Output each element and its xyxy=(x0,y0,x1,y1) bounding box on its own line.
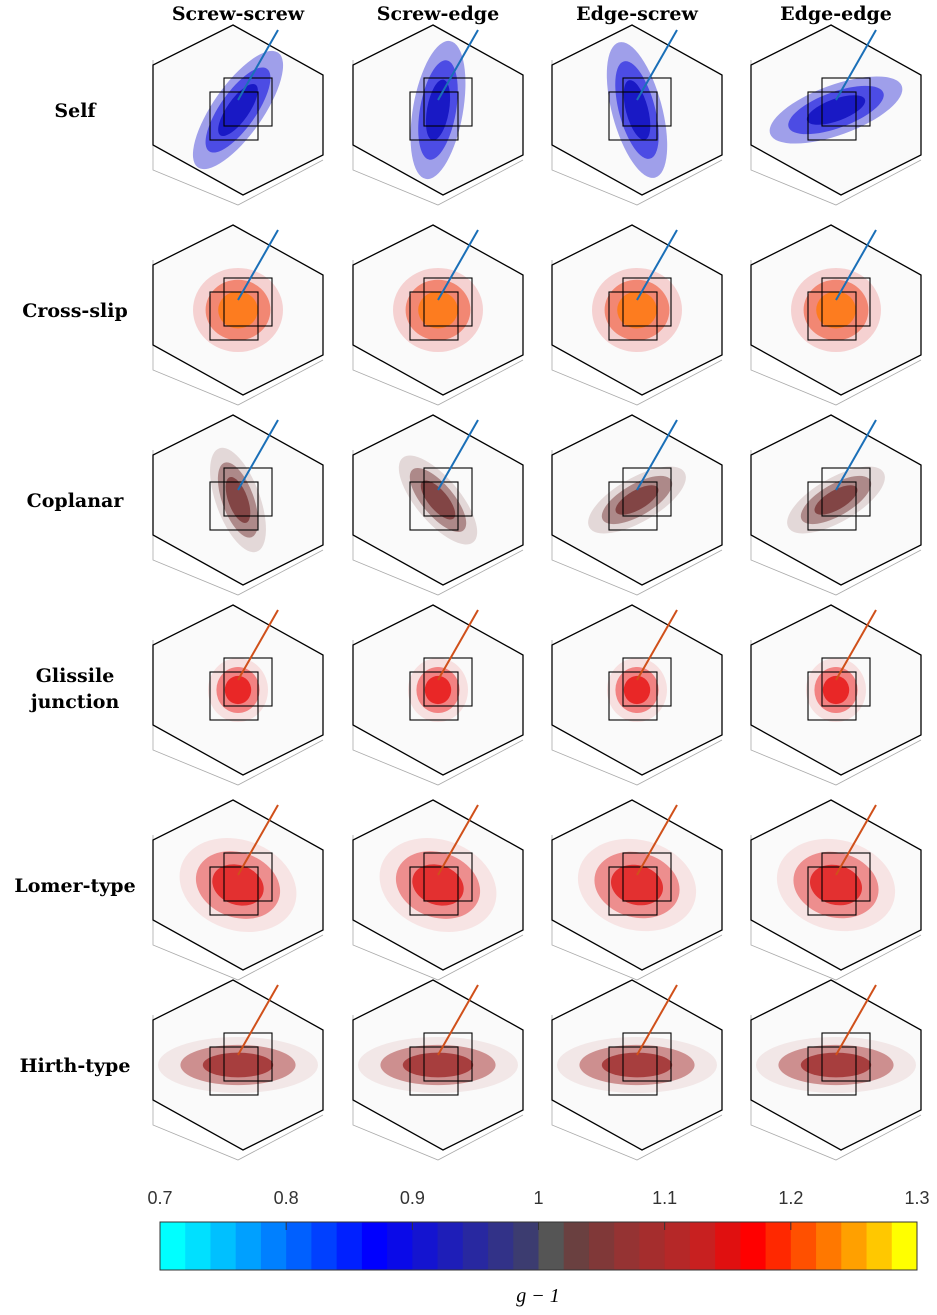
row-label: Lomer-type xyxy=(14,875,135,897)
tick-label: 1 xyxy=(533,1188,543,1208)
column-header: Edge-edge xyxy=(780,3,892,25)
column-header: Edge-screw xyxy=(576,3,698,25)
panel xyxy=(552,415,722,595)
figure: Screw-screw Screw-edge Edge-screw Edge-edge… xyxy=(0,0,937,1315)
density-blob xyxy=(425,676,451,704)
color-segment xyxy=(286,1222,312,1270)
panel xyxy=(353,25,523,205)
tick-label: 1.3 xyxy=(904,1188,929,1208)
row-label: Glissile xyxy=(36,665,115,687)
color-segment xyxy=(362,1222,388,1270)
row-label: junction xyxy=(29,691,120,713)
density-blob xyxy=(801,1053,871,1078)
panel xyxy=(353,225,523,405)
color-segment xyxy=(715,1222,741,1270)
row-label: Hirth-type xyxy=(20,1055,131,1077)
panel xyxy=(353,415,523,595)
color-segment xyxy=(740,1222,766,1270)
panel xyxy=(353,605,523,785)
color-segment xyxy=(236,1222,262,1270)
panel xyxy=(552,25,722,205)
color-segment xyxy=(614,1222,640,1270)
panel xyxy=(552,980,722,1160)
color-segment xyxy=(337,1222,363,1270)
panel xyxy=(552,800,722,980)
color-segment xyxy=(160,1222,186,1270)
panel xyxy=(751,980,921,1160)
color-segment xyxy=(564,1222,590,1270)
color-segment xyxy=(639,1222,665,1270)
panel xyxy=(552,605,722,785)
density-blob xyxy=(403,1053,473,1078)
color-segment xyxy=(665,1222,691,1270)
color-segment xyxy=(513,1222,539,1270)
color-segment xyxy=(311,1222,337,1270)
color-segment xyxy=(539,1222,565,1270)
panel xyxy=(153,605,323,785)
panel xyxy=(751,605,921,785)
color-segment xyxy=(185,1222,211,1270)
color-segment xyxy=(816,1222,842,1270)
color-segment xyxy=(589,1222,615,1270)
color-segment xyxy=(412,1222,438,1270)
column-header: Screw-edge xyxy=(377,3,499,25)
tick-label: 1.2 xyxy=(778,1188,803,1208)
panel xyxy=(751,225,921,405)
density-blob xyxy=(203,1053,273,1078)
column-header: Screw-screw xyxy=(172,3,305,25)
row-label: Cross-slip xyxy=(22,300,128,322)
panel xyxy=(353,800,523,980)
color-segment xyxy=(261,1222,287,1270)
colorbar-label: g − 1 xyxy=(516,1285,560,1307)
row-label: Coplanar xyxy=(27,490,125,512)
tick-label: 0.7 xyxy=(147,1188,172,1208)
color-segment xyxy=(488,1222,514,1270)
panel xyxy=(552,225,722,405)
panel xyxy=(751,415,921,595)
color-segment xyxy=(867,1222,893,1270)
panel xyxy=(751,800,921,980)
density-blob xyxy=(602,1053,672,1078)
panel xyxy=(153,415,323,595)
panel xyxy=(153,800,323,980)
color-segment xyxy=(438,1222,464,1270)
color-segment xyxy=(210,1222,236,1270)
color-segment xyxy=(463,1222,489,1270)
color-segment xyxy=(791,1222,817,1270)
color-segment xyxy=(841,1222,867,1270)
density-blob xyxy=(225,676,251,704)
panel xyxy=(153,980,323,1160)
density-blob xyxy=(823,676,849,704)
panel xyxy=(353,980,523,1160)
tick-label: 0.8 xyxy=(274,1188,299,1208)
panel xyxy=(153,225,323,405)
color-segment xyxy=(766,1222,792,1270)
panel xyxy=(751,25,921,205)
color-segment xyxy=(690,1222,716,1270)
density-blob xyxy=(624,676,650,704)
tick-label: 0.9 xyxy=(400,1188,425,1208)
row-label: Self xyxy=(54,100,97,122)
tick-label: 1.1 xyxy=(652,1188,677,1208)
panel xyxy=(153,25,323,205)
color-segment xyxy=(892,1222,918,1270)
color-segment xyxy=(387,1222,413,1270)
